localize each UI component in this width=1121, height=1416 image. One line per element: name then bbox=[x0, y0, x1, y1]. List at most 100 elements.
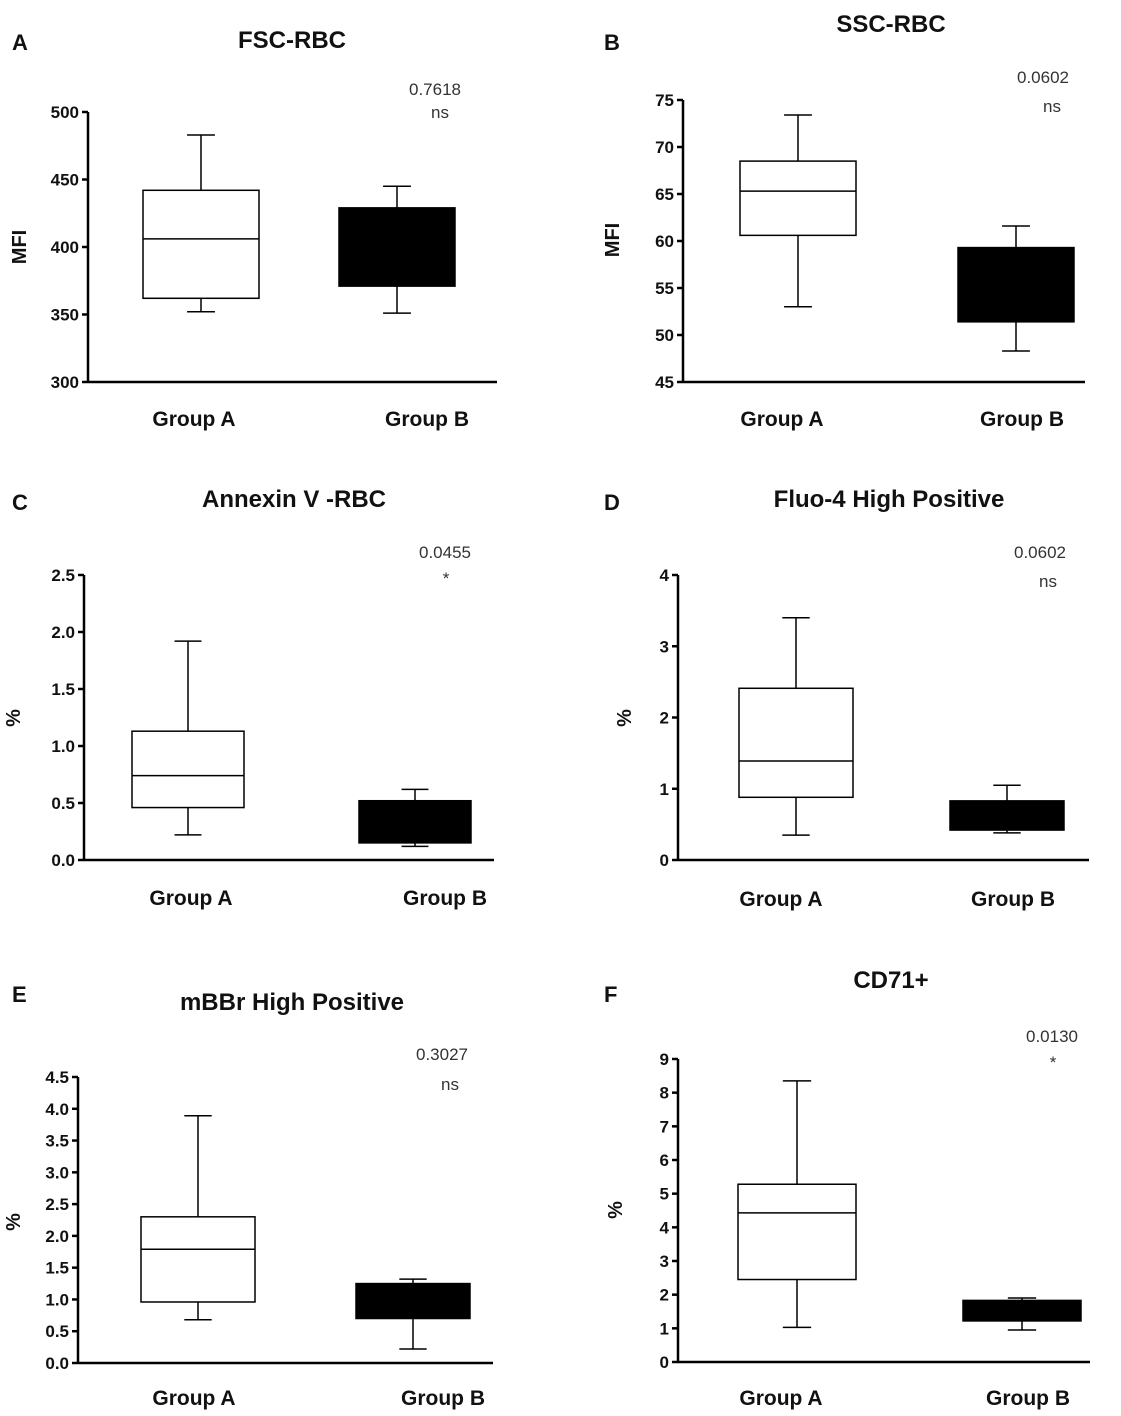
p-value-label: 0.0602 bbox=[1014, 543, 1066, 562]
panel-letter: F bbox=[604, 982, 617, 1007]
box-group-b bbox=[355, 1278, 471, 1350]
significance-label: ns bbox=[431, 103, 449, 122]
y-tick-label: 9 bbox=[660, 1050, 669, 1069]
y-tick-label: 500 bbox=[51, 103, 79, 122]
y-tick-label: 2.0 bbox=[51, 623, 75, 642]
y-tick-label: 3.0 bbox=[45, 1163, 69, 1182]
y-tick-label: 2 bbox=[660, 709, 669, 728]
y-tick-label: 70 bbox=[655, 138, 674, 157]
y-tick-label: 3 bbox=[660, 1252, 669, 1271]
chart-title: mBBr High Positive bbox=[180, 989, 404, 1016]
x-category-label: Group A bbox=[739, 888, 822, 911]
x-category-label: Group A bbox=[739, 1387, 822, 1410]
y-tick-label: 4.5 bbox=[45, 1068, 69, 1087]
iqr-box bbox=[131, 730, 245, 809]
x-category-label: Group B bbox=[403, 887, 487, 910]
y-tick-label: 3.5 bbox=[45, 1132, 69, 1151]
box-group-b bbox=[949, 784, 1065, 834]
iqr-box bbox=[355, 1282, 471, 1320]
y-tick-label: 0 bbox=[660, 1353, 669, 1372]
panel-a: A FSC-RBC MFI 300 350 400 450 500 Group A Group B… bbox=[9, 27, 497, 431]
box-group-b bbox=[338, 185, 456, 314]
chart-title: Annexin V -RBC bbox=[202, 486, 386, 513]
y-tick-label: 50 bbox=[655, 326, 674, 345]
y-tick-label: 55 bbox=[655, 279, 674, 298]
panel-f: F CD71+% 0 1 2 3 4 5 6 7 8 9 Group A Group B 0.0130 * bbox=[604, 967, 1090, 1410]
y-tick-label: 1 bbox=[660, 1319, 669, 1338]
y-tick-label: 1.0 bbox=[45, 1290, 69, 1309]
y-tick-label: 400 bbox=[51, 238, 79, 257]
y-tick-label: 60 bbox=[655, 232, 674, 251]
iqr-box bbox=[737, 1183, 857, 1281]
y-tick-label: 0 bbox=[660, 851, 669, 870]
y-tick-label: 300 bbox=[51, 373, 79, 392]
y-tick-label: 65 bbox=[655, 185, 674, 204]
panel-c: C Annexin V -RBC% 0.0 0.5 1.0 1.5 2.0 2.5 Group … bbox=[3, 486, 494, 910]
iqr-box bbox=[962, 1299, 1082, 1322]
box-group-a bbox=[142, 134, 260, 313]
x-category-label: Group B bbox=[980, 408, 1064, 431]
y-tick-label: 1.0 bbox=[51, 737, 75, 756]
panel-letter: E bbox=[12, 982, 27, 1007]
y-tick-label: 7 bbox=[660, 1117, 669, 1136]
iqr-box bbox=[957, 246, 1075, 323]
y-tick-label: 4 bbox=[660, 566, 670, 585]
significance-label: * bbox=[443, 569, 450, 588]
y-tick-label: 3 bbox=[660, 637, 669, 656]
p-value-label: 0.3027 bbox=[416, 1045, 468, 1064]
x-category-label: Group B bbox=[401, 1387, 485, 1410]
y-tick-label: 4.0 bbox=[45, 1100, 69, 1119]
iqr-box bbox=[358, 799, 472, 844]
significance-label: ns bbox=[441, 1075, 459, 1094]
y-axis-label: MFI bbox=[602, 223, 624, 257]
significance-label: ns bbox=[1039, 572, 1057, 591]
y-axis-label: % bbox=[3, 1213, 25, 1231]
y-tick-label: 4 bbox=[660, 1218, 670, 1237]
panel-letter: B bbox=[604, 30, 620, 55]
y-tick-label: 75 bbox=[655, 91, 674, 110]
y-tick-label: 2.0 bbox=[45, 1227, 69, 1246]
x-category-label: Group B bbox=[986, 1387, 1070, 1410]
x-category-label: Group A bbox=[149, 887, 232, 910]
y-axis-label: % bbox=[605, 1201, 627, 1219]
box-group-b bbox=[962, 1297, 1082, 1331]
y-tick-label: 6 bbox=[660, 1151, 669, 1170]
iqr-box bbox=[142, 189, 260, 300]
p-value-label: 0.7618 bbox=[409, 80, 461, 99]
y-tick-label: 45 bbox=[655, 373, 674, 392]
y-tick-label: 0.0 bbox=[51, 851, 75, 870]
p-value-label: 0.0130 bbox=[1026, 1027, 1078, 1046]
y-axis-label: % bbox=[3, 709, 25, 727]
box-group-a bbox=[739, 114, 857, 308]
significance-label: ns bbox=[1043, 97, 1061, 116]
p-value-label: 0.0602 bbox=[1017, 68, 1069, 87]
x-category-label: Group B bbox=[385, 408, 469, 431]
box-group-b bbox=[957, 225, 1075, 352]
panel-letter: A bbox=[12, 30, 28, 55]
x-category-label: Group A bbox=[152, 408, 235, 431]
iqr-box bbox=[949, 800, 1065, 831]
chart-title: SSC-RBC bbox=[836, 11, 945, 38]
panel-b: B SSC-RBC MFI 45 50 55 60 65 70 75 Group A Group B 0… bbox=[602, 11, 1085, 431]
p-value-label: 0.0455 bbox=[419, 543, 471, 562]
y-tick-label: 2.5 bbox=[51, 566, 75, 585]
iqr-box bbox=[140, 1216, 256, 1303]
chart-title: CD71+ bbox=[853, 967, 928, 994]
y-tick-label: 0.0 bbox=[45, 1354, 69, 1373]
x-category-label: Group B bbox=[971, 888, 1055, 911]
box-group-a bbox=[131, 640, 245, 836]
y-tick-label: 450 bbox=[51, 171, 79, 190]
box-group-b bbox=[358, 788, 472, 848]
y-tick-label: 2.5 bbox=[45, 1195, 69, 1214]
y-tick-label: 1 bbox=[660, 780, 669, 799]
chart-title: Fluo-4 High Positive bbox=[774, 486, 1005, 513]
x-category-label: Group A bbox=[152, 1387, 235, 1410]
y-tick-label: 1.5 bbox=[45, 1259, 69, 1278]
y-tick-label: 0.5 bbox=[45, 1322, 69, 1341]
y-tick-label: 350 bbox=[51, 306, 79, 325]
y-axis-label: MFI bbox=[9, 230, 31, 264]
panel-letter: C bbox=[12, 490, 28, 515]
panel-letter: D bbox=[604, 490, 620, 515]
